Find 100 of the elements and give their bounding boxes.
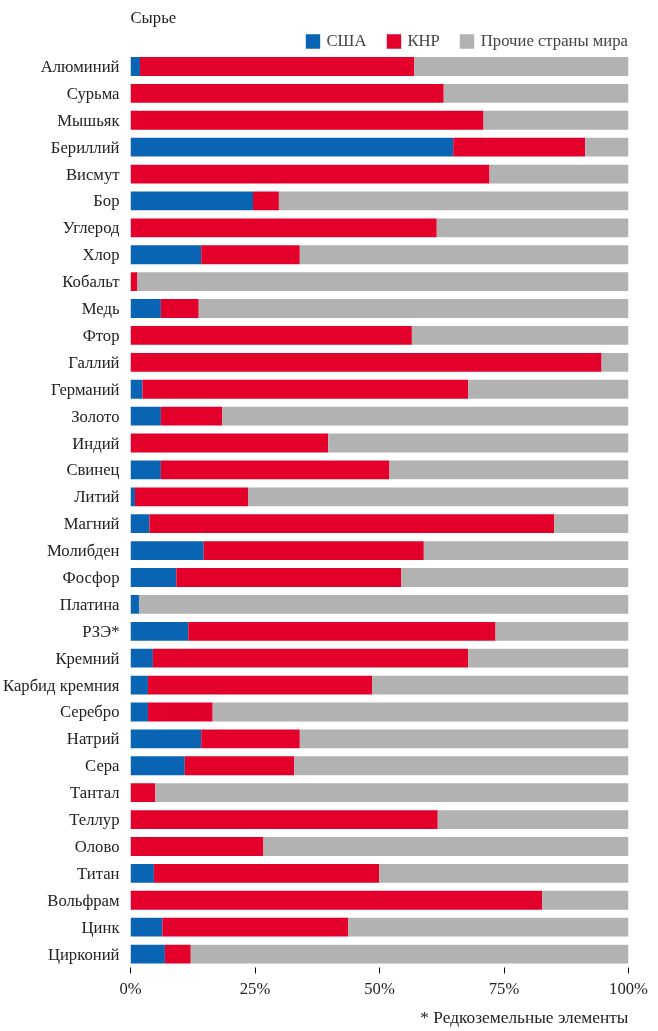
bar — [130, 406, 161, 426]
bar — [278, 191, 629, 211]
bar — [201, 245, 300, 265]
bar — [130, 218, 437, 238]
bar — [149, 514, 555, 534]
bar — [130, 137, 454, 157]
y-tick-label: Платина — [59, 594, 121, 614]
y-tick-label: РЗЭ* — [82, 621, 120, 641]
bar — [130, 917, 163, 937]
bar — [130, 487, 135, 507]
bar — [328, 433, 629, 453]
bar — [468, 379, 629, 399]
bar — [130, 594, 139, 614]
bar — [299, 729, 629, 749]
bar — [483, 110, 629, 130]
x-tick-label: 75% — [488, 978, 520, 998]
y-tick-label: Цирконий — [47, 944, 120, 964]
y-tick-label: Теллур — [69, 810, 120, 830]
y-tick-label: Хлор — [82, 245, 120, 265]
bar — [130, 110, 484, 130]
bar — [130, 729, 202, 749]
bar — [222, 406, 629, 426]
y-tick-label: Кобальт — [62, 272, 121, 292]
bar — [130, 863, 154, 883]
bar — [379, 863, 629, 883]
y-tick-label: Висмут — [65, 164, 121, 184]
bar — [489, 164, 629, 184]
bar — [585, 137, 629, 157]
bar — [542, 890, 629, 910]
bar — [414, 57, 629, 76]
bar — [130, 944, 165, 964]
bar — [160, 460, 390, 480]
bar — [468, 648, 629, 668]
bar — [554, 514, 629, 534]
bar — [130, 433, 329, 453]
bar — [130, 621, 189, 641]
bar — [130, 352, 602, 372]
y-tick-label: Карбид кремния — [3, 675, 120, 695]
bar — [212, 702, 629, 722]
bar — [130, 541, 204, 561]
bar — [253, 191, 279, 211]
x-tick-label: 0% — [119, 978, 142, 998]
bar — [203, 541, 424, 561]
bar — [443, 83, 629, 103]
bar — [147, 702, 213, 722]
y-tick-label: Фосфор — [62, 568, 120, 587]
bar — [401, 568, 629, 587]
y-tick-label: Титан — [77, 863, 120, 883]
y-tick-label: Германий — [51, 379, 120, 399]
bar — [130, 299, 161, 318]
y-tick-label: Сурьма — [66, 83, 121, 103]
y-tick-label: Мышьяк — [57, 110, 121, 130]
bar — [130, 756, 185, 776]
bar — [130, 890, 543, 910]
y-tick-label: Цинк — [81, 917, 121, 937]
bar — [130, 648, 153, 668]
bar — [263, 837, 629, 856]
text: * Редкоземельные элементы — [420, 1007, 629, 1027]
bar — [130, 191, 254, 211]
y-tick-label: Магний — [63, 514, 120, 534]
legend-label: Прочие страны мира — [480, 31, 628, 51]
bar — [147, 675, 373, 695]
bar — [348, 917, 629, 937]
bar — [130, 326, 412, 345]
bar — [190, 944, 629, 964]
x-tick-label: 50% — [364, 978, 395, 998]
y-tick-label: Сера — [85, 756, 121, 776]
y-tick-label: Галлий — [68, 352, 120, 372]
y-tick-label: Натрий — [66, 729, 120, 749]
y-tick-label: Свинец — [66, 460, 120, 480]
bar — [423, 541, 629, 561]
bar — [155, 783, 629, 803]
bar — [389, 460, 629, 480]
bar — [130, 514, 150, 534]
y-tick-label: Молибден — [46, 541, 120, 561]
bar — [130, 810, 438, 829]
y-tick-label: Литий — [74, 487, 120, 507]
bar — [164, 944, 191, 964]
bar — [130, 57, 140, 76]
y-tick-label: Золото — [71, 406, 120, 426]
bar — [184, 756, 295, 776]
bar — [436, 218, 629, 238]
y-tick-label: Фтор — [82, 325, 120, 345]
y-tick-label: Серебро — [59, 702, 120, 722]
bar — [130, 675, 148, 695]
bar — [137, 272, 629, 292]
bar — [299, 245, 629, 265]
bar — [130, 702, 148, 722]
y-tick-label: Вольфрам — [47, 890, 120, 910]
bar — [198, 299, 629, 318]
bar — [372, 675, 629, 695]
bar — [153, 863, 379, 883]
bar — [495, 621, 629, 641]
bar — [130, 164, 490, 184]
bar — [130, 568, 177, 587]
bar — [152, 648, 469, 668]
bar — [138, 594, 629, 614]
legend-label: США — [326, 31, 367, 51]
bar — [188, 621, 496, 641]
x-tick-label: 100% — [609, 978, 649, 998]
